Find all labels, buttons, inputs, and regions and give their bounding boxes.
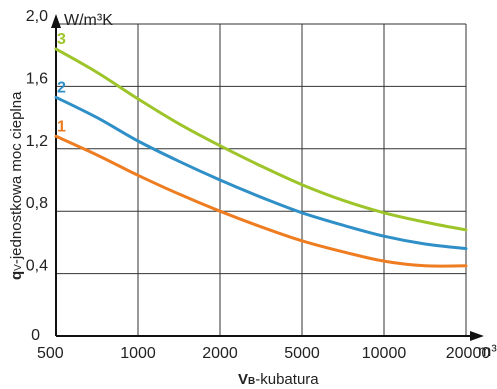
x-axis-title-sub: B — [248, 376, 255, 387]
x-tick-label: 5000 — [284, 345, 320, 362]
x-tick-label: 10000 — [362, 345, 407, 362]
y-axis-title-rest: -jednostkowa moc cieplna — [8, 91, 25, 264]
y-axis-arrow — [51, 14, 61, 28]
y-tick-label: 2,0 — [26, 8, 48, 25]
x-axis-title-main: V — [238, 371, 248, 388]
y-tick-label: 1,2 — [26, 133, 48, 150]
series-label-1: 1 — [57, 118, 66, 135]
x-axis-title: VB-kubatura — [238, 371, 319, 388]
x-axis-arrow — [470, 331, 484, 341]
series-line-1 — [54, 134, 468, 268]
x-axis-title-rest: -kubatura — [255, 371, 319, 388]
series: 3 2 1 — [54, 31, 468, 268]
y-tick-labels: 0 0,4 0,8 1,2 1,6 2,0 — [26, 8, 48, 344]
y-axis-title-main: q — [8, 271, 25, 280]
series-line-3 — [54, 47, 468, 232]
series-label-3: 3 — [57, 31, 66, 48]
y-axis-title: qV-jednostkowa moc cieplna — [8, 91, 25, 280]
grid — [56, 23, 467, 336]
axes — [51, 14, 484, 341]
x-unit-label: m³ — [478, 343, 497, 360]
series-label-2: 2 — [57, 79, 66, 96]
y-tick-label: 0,8 — [26, 195, 48, 212]
y-unit-label: W/m³K — [64, 12, 113, 29]
x-tick-label: 2000 — [202, 345, 238, 362]
x-tick-labels: 500 1000 2000 5000 10000 20000 — [37, 345, 490, 362]
y-tick-label: 0 — [31, 327, 40, 344]
x-tick-label: 1000 — [120, 345, 156, 362]
x-tick-label: 500 — [37, 345, 64, 362]
series-line-2 — [54, 95, 468, 251]
y-axis-title-sub: V — [13, 264, 24, 271]
x-tick-label: 20000 — [446, 345, 491, 362]
y-tick-label: 0,4 — [26, 258, 48, 275]
y-tick-label: 1,6 — [26, 70, 48, 87]
